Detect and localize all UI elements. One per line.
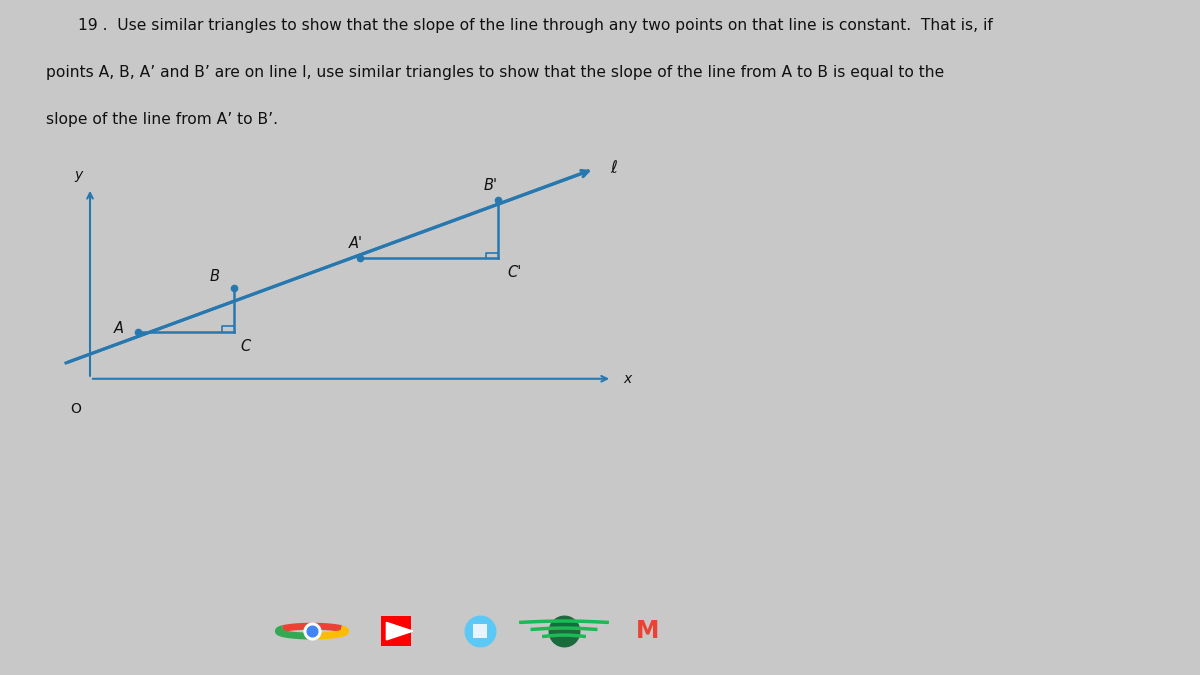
- Polygon shape: [386, 622, 413, 640]
- Text: slope of the line from A’ to B’.: slope of the line from A’ to B’.: [46, 111, 277, 127]
- Text: B': B': [484, 178, 498, 192]
- Text: O: O: [70, 402, 82, 416]
- Text: y: y: [74, 168, 82, 182]
- Text: A: A: [114, 321, 124, 336]
- Text: $\ell$: $\ell$: [610, 159, 618, 177]
- Text: x: x: [624, 372, 631, 386]
- Text: 19 .  Use similar triangles to show that the slope of the line through any two p: 19 . Use similar triangles to show that …: [78, 18, 992, 32]
- Text: B: B: [210, 269, 220, 284]
- Text: C: C: [240, 339, 251, 354]
- Text: points A, B, A’ and B’ are on line l, use similar triangles to show that the slo: points A, B, A’ and B’ are on line l, us…: [46, 65, 944, 80]
- Text: A': A': [349, 236, 362, 251]
- Text: M: M: [636, 619, 660, 643]
- Text: C': C': [508, 265, 522, 280]
